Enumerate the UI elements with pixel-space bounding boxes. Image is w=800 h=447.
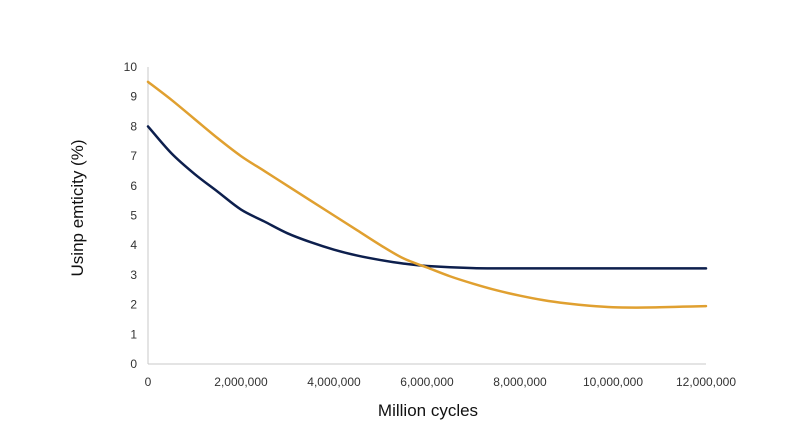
y-tick-label: 5 (130, 209, 137, 223)
x-tick-label: 2,000,000 (214, 375, 268, 389)
x-tick-label: 6,000,000 (400, 375, 454, 389)
x-tick-label: 8,000,000 (493, 375, 547, 389)
x-axis-title: Million cycles (378, 401, 478, 420)
y-tick-label: 4 (130, 238, 137, 252)
x-tick-label: 12,000,000 (676, 375, 736, 389)
x-tick-label: 4,000,000 (307, 375, 361, 389)
y-tick-label: 3 (130, 268, 137, 282)
series-line-1 (146, 125, 708, 270)
y-tick-label: 7 (130, 149, 137, 163)
y-tick-label: 10 (124, 60, 138, 74)
y-tick-label: 0 (130, 357, 137, 371)
series-line-2 (146, 80, 708, 309)
y-tick-label: 1 (130, 327, 137, 341)
y-tick-label: 8 (130, 119, 137, 133)
x-axis-ticks: 0 2,000,000 4,000,000 6,000,000 8,000,000 10,… (145, 375, 737, 389)
y-tick-label: 6 (130, 179, 137, 193)
y-axis-title: Usinp emticity (%) (68, 140, 87, 277)
x-tick-label: 10,000,000 (583, 375, 643, 389)
y-axis-ticks: 0 1 2 3 4 5 6 7 8 9 10 (124, 60, 138, 371)
y-tick-label: 9 (130, 90, 137, 104)
y-tick-label: 2 (130, 298, 137, 312)
x-tick-label: 0 (145, 375, 152, 389)
series-layer (146, 80, 708, 309)
